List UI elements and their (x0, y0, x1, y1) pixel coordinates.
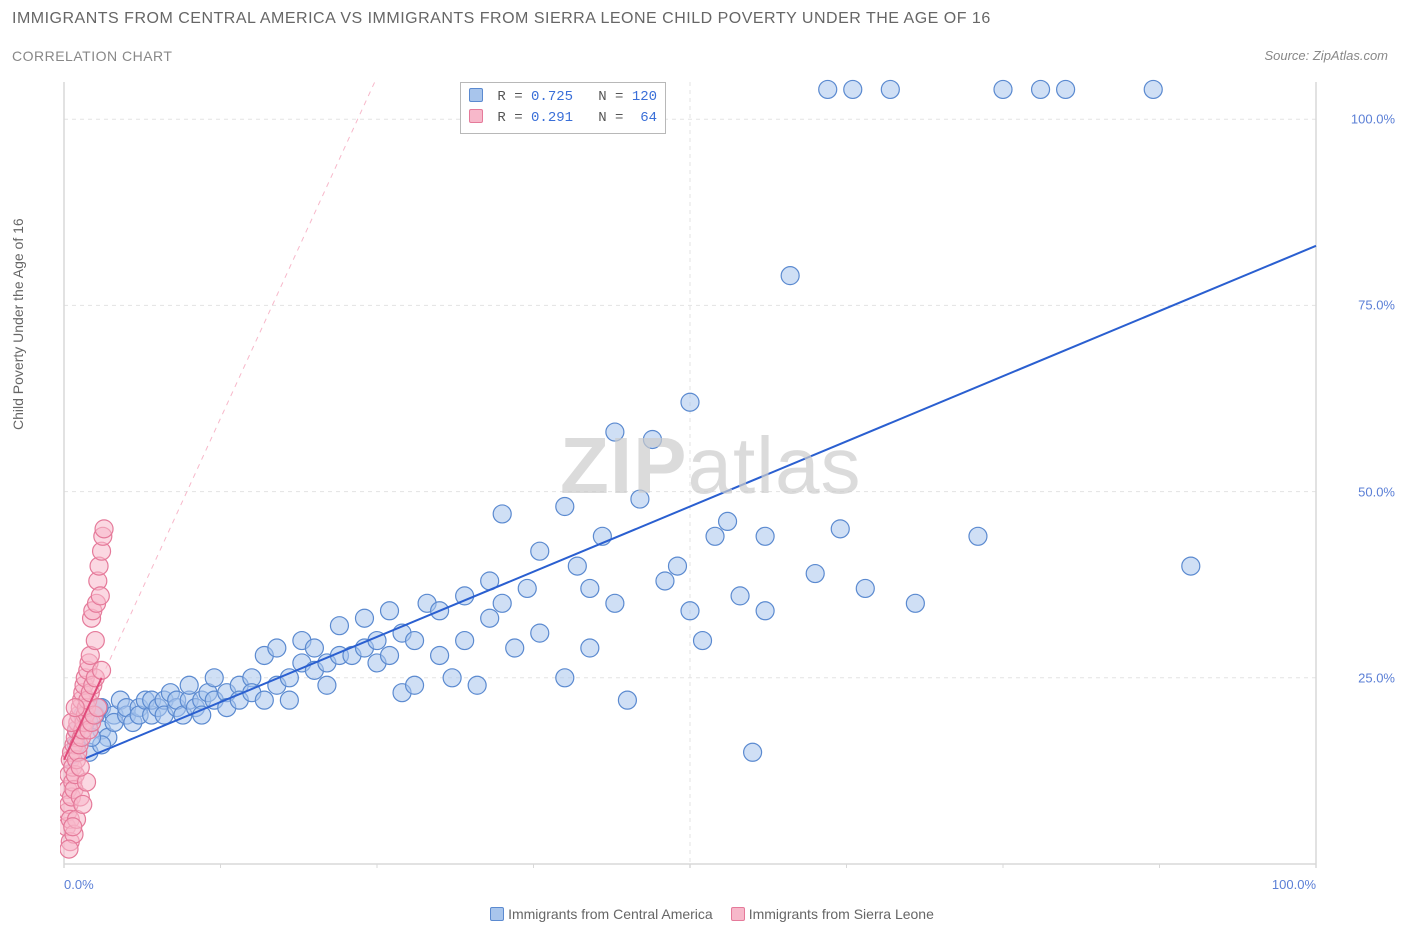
legend-swatch-pink (469, 109, 483, 123)
y-tick-label: 50.0% (1358, 484, 1395, 499)
stats-legend-box: R = 0.725 N = 120 R = 0.291 N = 64 (460, 82, 666, 134)
x-tick-label: 0.0% (64, 877, 94, 892)
source-label: Source: ZipAtlas.com (1264, 48, 1388, 63)
y-tick-label: 100.0% (1351, 112, 1395, 127)
chart-sub-title: CORRELATION CHART (12, 48, 172, 64)
legend-label: Immigrants from Central America (508, 906, 713, 922)
y-tick-label: 25.0% (1358, 670, 1395, 685)
stats-row-series-a: R = 0.725 N = 120 (469, 87, 657, 108)
legend-swatch-blue (469, 88, 483, 102)
chart-svg (60, 78, 1320, 868)
scatter-plot: 25.0%50.0%75.0%100.0%0.0%100.0% (60, 78, 1320, 868)
legend-label: Immigrants from Sierra Leone (749, 906, 934, 922)
legend-swatch (490, 907, 504, 921)
chart-main-title: IMMIGRANTS FROM CENTRAL AMERICA VS IMMIG… (12, 10, 991, 28)
legend-swatch (731, 907, 745, 921)
x-tick-label: 100.0% (1272, 877, 1316, 892)
y-tick-label: 75.0% (1358, 298, 1395, 313)
stats-row-series-b: R = 0.291 N = 64 (469, 108, 657, 129)
y-axis-label: Child Poverty Under the Age of 16 (10, 218, 26, 430)
bottom-axis-legend: Immigrants from Central America Immigrant… (0, 906, 1406, 922)
